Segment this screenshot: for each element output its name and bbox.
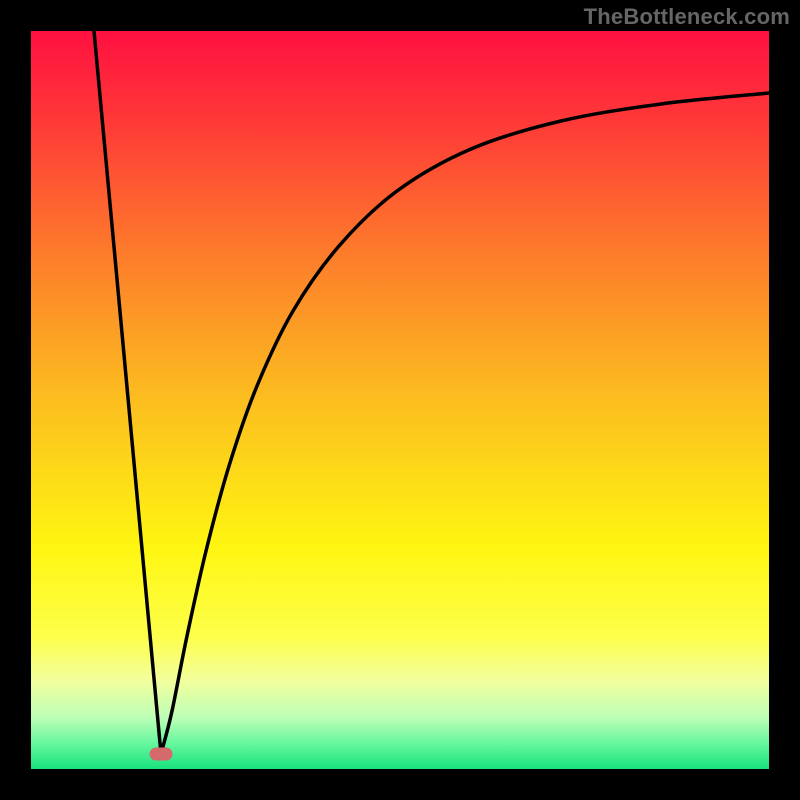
bottleneck-curve: [31, 31, 769, 769]
chart-container: TheBottleneck.com: [0, 0, 800, 800]
min-point-marker: [150, 748, 172, 760]
curve-path: [94, 31, 769, 754]
plot-area: [31, 31, 769, 769]
watermark-text: TheBottleneck.com: [584, 4, 790, 30]
